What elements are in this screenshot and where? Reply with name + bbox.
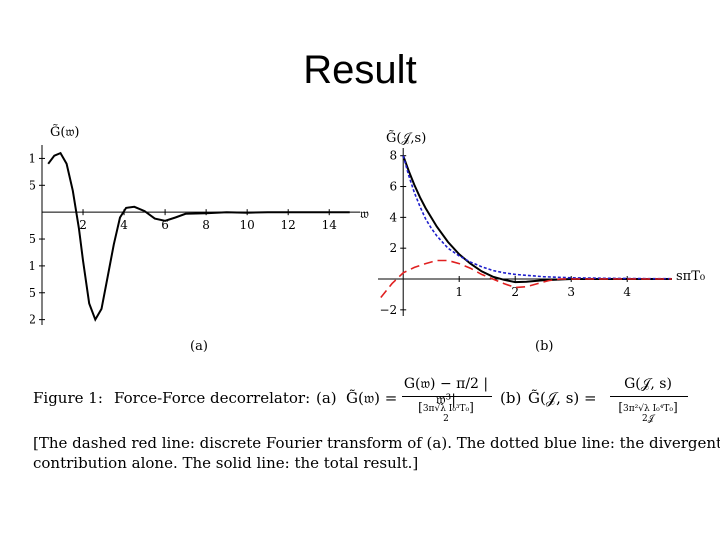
chart-b-series-solid-line (402, 155, 672, 284)
caption-part-a: (a) (316, 389, 337, 407)
chart-a-y-tick-label: −1 (30, 259, 36, 273)
chart-a-y-tick-label: 1 (30, 151, 36, 165)
chart-b-x-tick-label: 3 (567, 285, 575, 299)
chart-b-x-tick-label: 2 (511, 285, 519, 299)
chart-b-x-tick-label: 4 (623, 285, 631, 299)
chart-a-y-tick-label: −2 (30, 313, 36, 327)
chart-b-y-tick-label: 6 (390, 180, 398, 194)
formula-b-numerator: G(𝒥, s) (624, 376, 672, 392)
chart-b-series (380, 155, 672, 299)
formula-a-den-main: 3π√λ I₀³T₀ (422, 404, 470, 414)
chart-a-x-tick-label: 12 (281, 218, 296, 232)
slide-title: Result (303, 48, 417, 92)
chart-a-y-tick-label: −0.5 (30, 232, 36, 246)
chart-a-y-tick-label: −1.5 (30, 286, 36, 300)
chart-a-panel-label: (a) (190, 339, 208, 354)
chart-a: 2 4 6 8 10 12 14 1 0.5 −0.5 −1 −1.5 −2 G̃(𝔴) 𝔴 (a) (30, 124, 369, 354)
chart-a-y-tick-label: 0.5 (30, 178, 36, 192)
formula-a-denominator: [3π√λ I₀³T₀] (418, 400, 474, 414)
chart-a-series (47, 151, 350, 322)
chart-a-axes: 2 4 6 8 10 12 14 1 0.5 −0.5 −1 −1.5 −2 (30, 145, 360, 327)
caption-line-2: [The dashed red line: discrete Fourier t… (33, 434, 720, 452)
chart-a-x-tick-label: 6 (161, 218, 169, 232)
chart-b-series-dashed-line (380, 259, 672, 299)
chart-a-x-tick-label: 10 (240, 218, 255, 232)
chart-b-y-tick-label: 2 (390, 241, 398, 255)
chart-a-x-tick-label: 14 (322, 218, 338, 232)
chart-b-ylabel: G̃(𝒥,s) (386, 130, 426, 146)
chart-a-x-tick-label: 4 (120, 218, 128, 232)
chart-a-x-tick-label: 8 (202, 218, 210, 232)
caption-line-3: contribution alone. The solid line: the … (33, 454, 419, 472)
chart-a-x-tick-label: 2 (79, 218, 87, 232)
chart-b-xlabel: sπT₀ (676, 269, 705, 284)
chart-b-x-tick-label: 1 (455, 285, 463, 299)
chart-b-y-tick-label: 4 (390, 210, 398, 224)
caption-part-b: (b) (500, 389, 522, 407)
caption-part-a-lhs: G̃(𝔴) = (346, 389, 398, 407)
chart-a-series-solid-line (47, 151, 350, 322)
formula-a-fraction-bar (402, 396, 492, 397)
chart-a-ylabel: G̃(𝔴) (50, 124, 79, 140)
caption-fig-label: Figure 1: (33, 389, 103, 407)
chart-b-panel-label: (b) (535, 339, 553, 354)
formula-b-fraction-bar (610, 396, 688, 397)
chart-b-series-dotted-line (402, 155, 672, 280)
caption-part-b-lhs: G̃(𝒥, s) = (528, 389, 597, 407)
formula-b-denominator: [3π²√λ I₀⁴T₀] (618, 400, 678, 414)
chart-b-axes: 1 2 3 4 8 6 4 2 −2 (378, 148, 672, 317)
chart-a-xlabel: 𝔴 (360, 207, 369, 222)
caption-fig-title: Force-Force decorrelator: (114, 389, 311, 407)
chart-b: 1 2 3 4 8 6 4 2 −2 G̃(𝒥,s) sπT₀ (b) (378, 130, 705, 354)
formula-b-den-main: 3π²√λ I₀⁴T₀ (623, 404, 673, 414)
chart-b-y-tick-label: −2 (379, 303, 397, 317)
chart-b-y-tick-label: 8 (390, 149, 398, 163)
formula-a-den-two: 2 (443, 414, 449, 424)
formula-b-den-sub: 2𝒥 (642, 414, 654, 424)
